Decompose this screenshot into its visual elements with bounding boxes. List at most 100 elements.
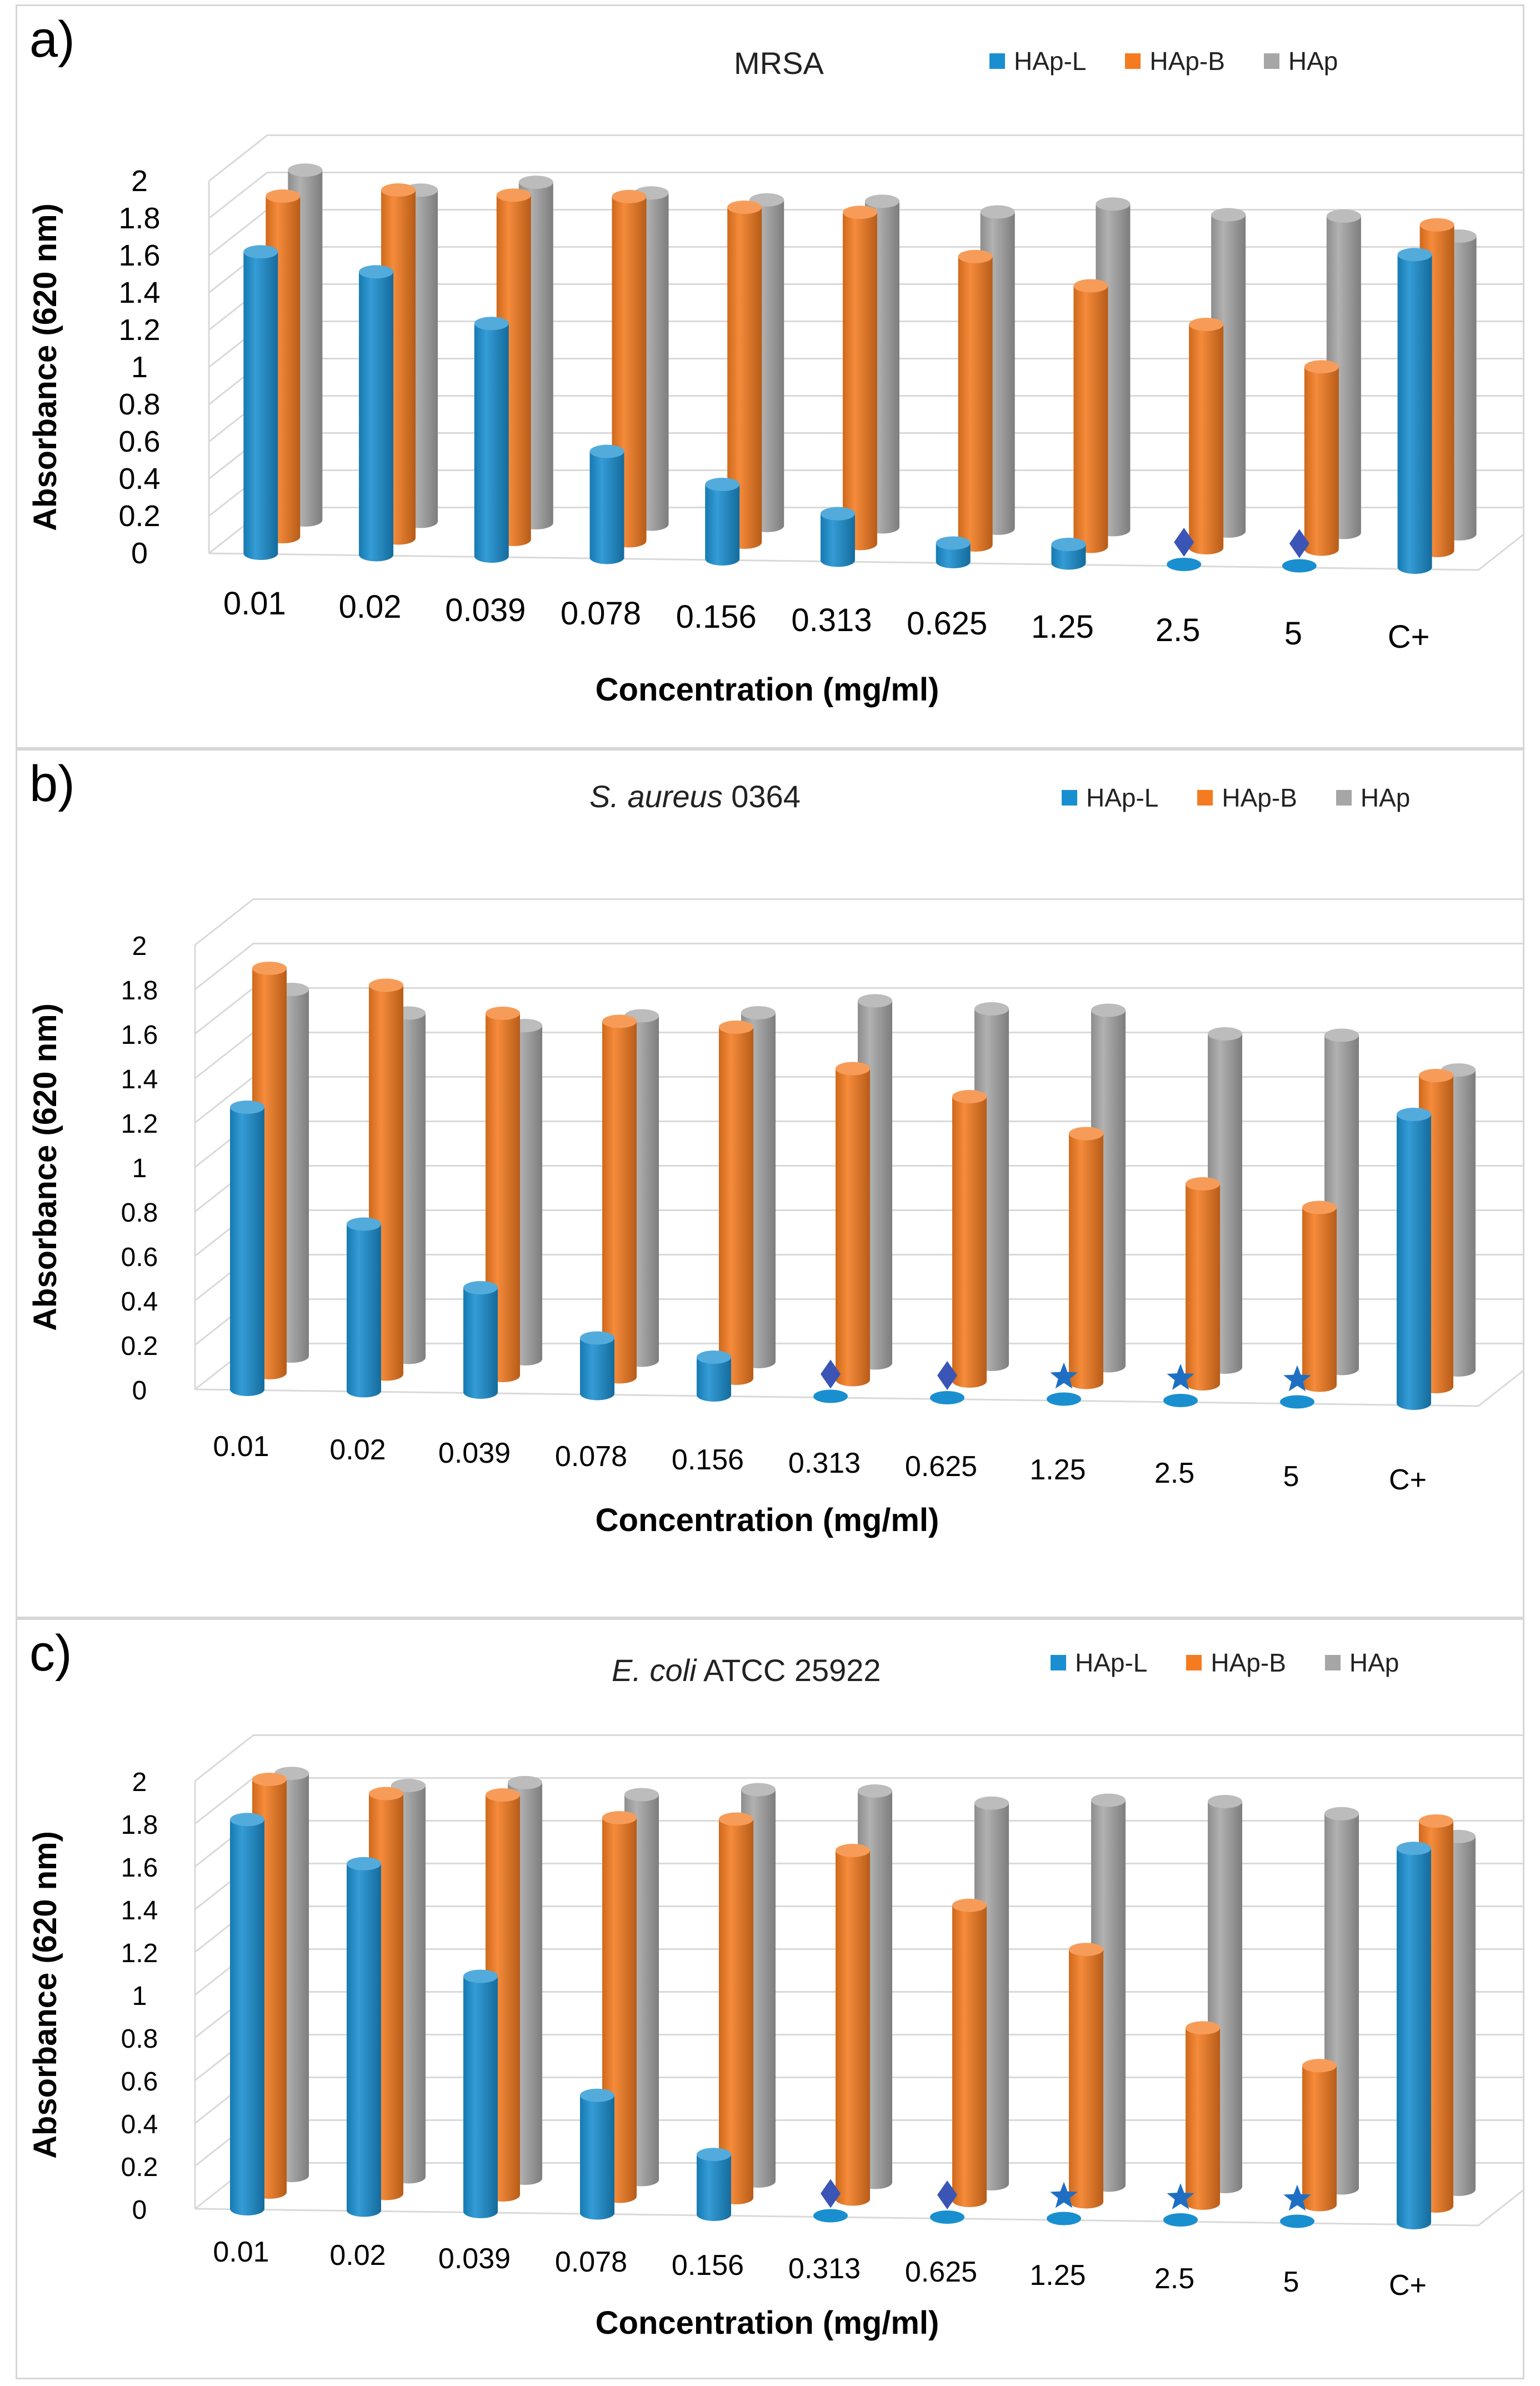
bar-body — [697, 1357, 731, 1402]
bar-body — [1397, 1114, 1431, 1410]
x-tick-label: 5 — [1283, 2266, 1299, 2298]
bar-hap-b — [958, 249, 993, 552]
x-tick-label: 0.039 — [445, 592, 526, 628]
y-tick-label: 0.2 — [121, 2153, 158, 2182]
bar-body — [820, 513, 855, 567]
bar-top — [243, 245, 278, 259]
bar-top — [1186, 2021, 1220, 2035]
y-tick-label: 0.4 — [121, 1287, 158, 1317]
chart-title-rest: MRSA — [734, 46, 824, 81]
marker-diamond — [1289, 529, 1309, 558]
x-tick-label: C+ — [1389, 1464, 1427, 1496]
x-tick-label: 0.625 — [907, 606, 987, 642]
y-tick-label: 0.2 — [118, 499, 160, 533]
bar-hap-b — [952, 1898, 987, 2207]
y-tick-label: 0 — [131, 537, 148, 570]
x-tick-label: 0.02 — [339, 589, 402, 625]
bar-top — [1419, 1814, 1453, 1828]
bar-top — [705, 478, 740, 491]
bar-top — [486, 1788, 520, 1802]
legend-swatch-hap-l — [989, 53, 1005, 69]
chart-svg: 0 0.2 0.4 0.6 0.8 1 1.2 1.4 1.6 1.8 2 0.01 0.02 0.039… — [27, 1734, 1523, 2341]
bar-top — [936, 536, 971, 550]
y-tick-label: 0.2 — [121, 1332, 158, 1361]
bar-top — [369, 978, 403, 992]
bar-hap-l — [936, 536, 971, 568]
bar-top — [1091, 1793, 1126, 1807]
bar-top — [958, 249, 993, 263]
x-tick-label: C+ — [1388, 619, 1430, 655]
bar-top — [1302, 1200, 1337, 1214]
bar-top — [1304, 360, 1339, 374]
x-tick-label: 0.156 — [676, 599, 757, 635]
bar-top — [820, 507, 855, 521]
legend-item-hap: HAp — [1263, 46, 1338, 76]
x-tick-label: 5 — [1284, 616, 1302, 652]
bar-hap-l — [705, 478, 740, 566]
y-tick-label: 0 — [132, 2195, 147, 2225]
legend-label: HAp-B — [1149, 47, 1225, 76]
bar-top — [1051, 538, 1086, 551]
legend-swatch-hap — [1336, 790, 1352, 806]
bar-top — [842, 206, 877, 219]
x-tick-label: 0.313 — [791, 602, 872, 638]
x-tick-labels: 0.01 0.02 0.039 0.078 0.156 0.313 0.625 1.25 2.5… — [223, 586, 1430, 655]
panel-label: a) — [29, 11, 75, 68]
chart-title: E. coli ATCC 25922 — [612, 1652, 881, 1688]
legend-item-hap-b: HAp-B — [1197, 783, 1297, 813]
bar-top — [1186, 1177, 1220, 1191]
bar-body — [1186, 1184, 1220, 1390]
y-tick-label: 1.2 — [121, 1939, 158, 1968]
bar-hap-l — [820, 507, 855, 567]
x-tick-label: 2.5 — [1156, 612, 1201, 648]
bar-top — [508, 1775, 542, 1789]
x-tick-label: 0.01 — [213, 1430, 269, 1463]
legend-item-hap-b: HAp-B — [1125, 46, 1225, 76]
marker-star — [1167, 1364, 1194, 1390]
bar-hap-b — [602, 1014, 637, 1384]
bar-top — [974, 1796, 1009, 1810]
bar-top — [1324, 1028, 1359, 1042]
x-axis-title: Concentration (mg/ml) — [596, 672, 939, 708]
bar-top — [864, 194, 899, 208]
bar-hap-l — [463, 1969, 498, 2218]
x-tick-label: 0.625 — [905, 1450, 977, 1483]
bar-top — [1326, 209, 1361, 223]
bar-top — [741, 1006, 776, 1019]
y-tick-label: 0.6 — [121, 1243, 158, 1272]
x-tick-label: 0.156 — [672, 2249, 744, 2282]
bar-top — [697, 2148, 731, 2162]
y-tick-label: 1.2 — [118, 313, 160, 347]
bar-top — [952, 1090, 987, 1103]
marker-star — [1167, 2183, 1194, 2210]
bar-body — [697, 2154, 731, 2221]
bar-body — [474, 323, 509, 563]
bar-body — [1302, 2065, 1337, 2212]
bar-top — [602, 1811, 637, 1825]
legend: HAp-L HAp-B HAp — [1062, 783, 1449, 813]
legend-swatch-hap-l — [1051, 1655, 1066, 1670]
bar-top — [589, 444, 624, 458]
x-tick-label: 0.078 — [555, 1440, 627, 1473]
bar-top — [836, 1062, 870, 1076]
bar-body — [719, 1819, 753, 2204]
bar-top — [741, 1783, 776, 1797]
bar-body — [1186, 2028, 1220, 2210]
bar-hap-l — [243, 245, 278, 560]
bar-top — [719, 1021, 753, 1034]
bar-top — [1211, 208, 1246, 222]
bar-hap-l — [463, 1281, 498, 1399]
panel-label: b) — [29, 756, 75, 812]
legend-label: HAp-B — [1211, 1648, 1286, 1677]
y-tick-label: 2 — [132, 1768, 147, 1797]
x-tick-label: 2.5 — [1154, 2263, 1194, 2295]
x-tick-labels: 0.01 0.02 0.039 0.078 0.156 0.313 0.625 1.25 2.5… — [213, 1430, 1427, 1496]
bar-top — [1324, 1807, 1359, 1820]
bars — [243, 163, 1477, 574]
y-axis-title: Absorbance (620 nm) — [27, 1831, 63, 2159]
bar-hap-l-flat — [930, 2210, 964, 2224]
bar-body — [1397, 254, 1432, 574]
bar-body — [1304, 367, 1339, 556]
bar-top — [496, 188, 531, 202]
legend-label: HAp-L — [1014, 47, 1087, 76]
